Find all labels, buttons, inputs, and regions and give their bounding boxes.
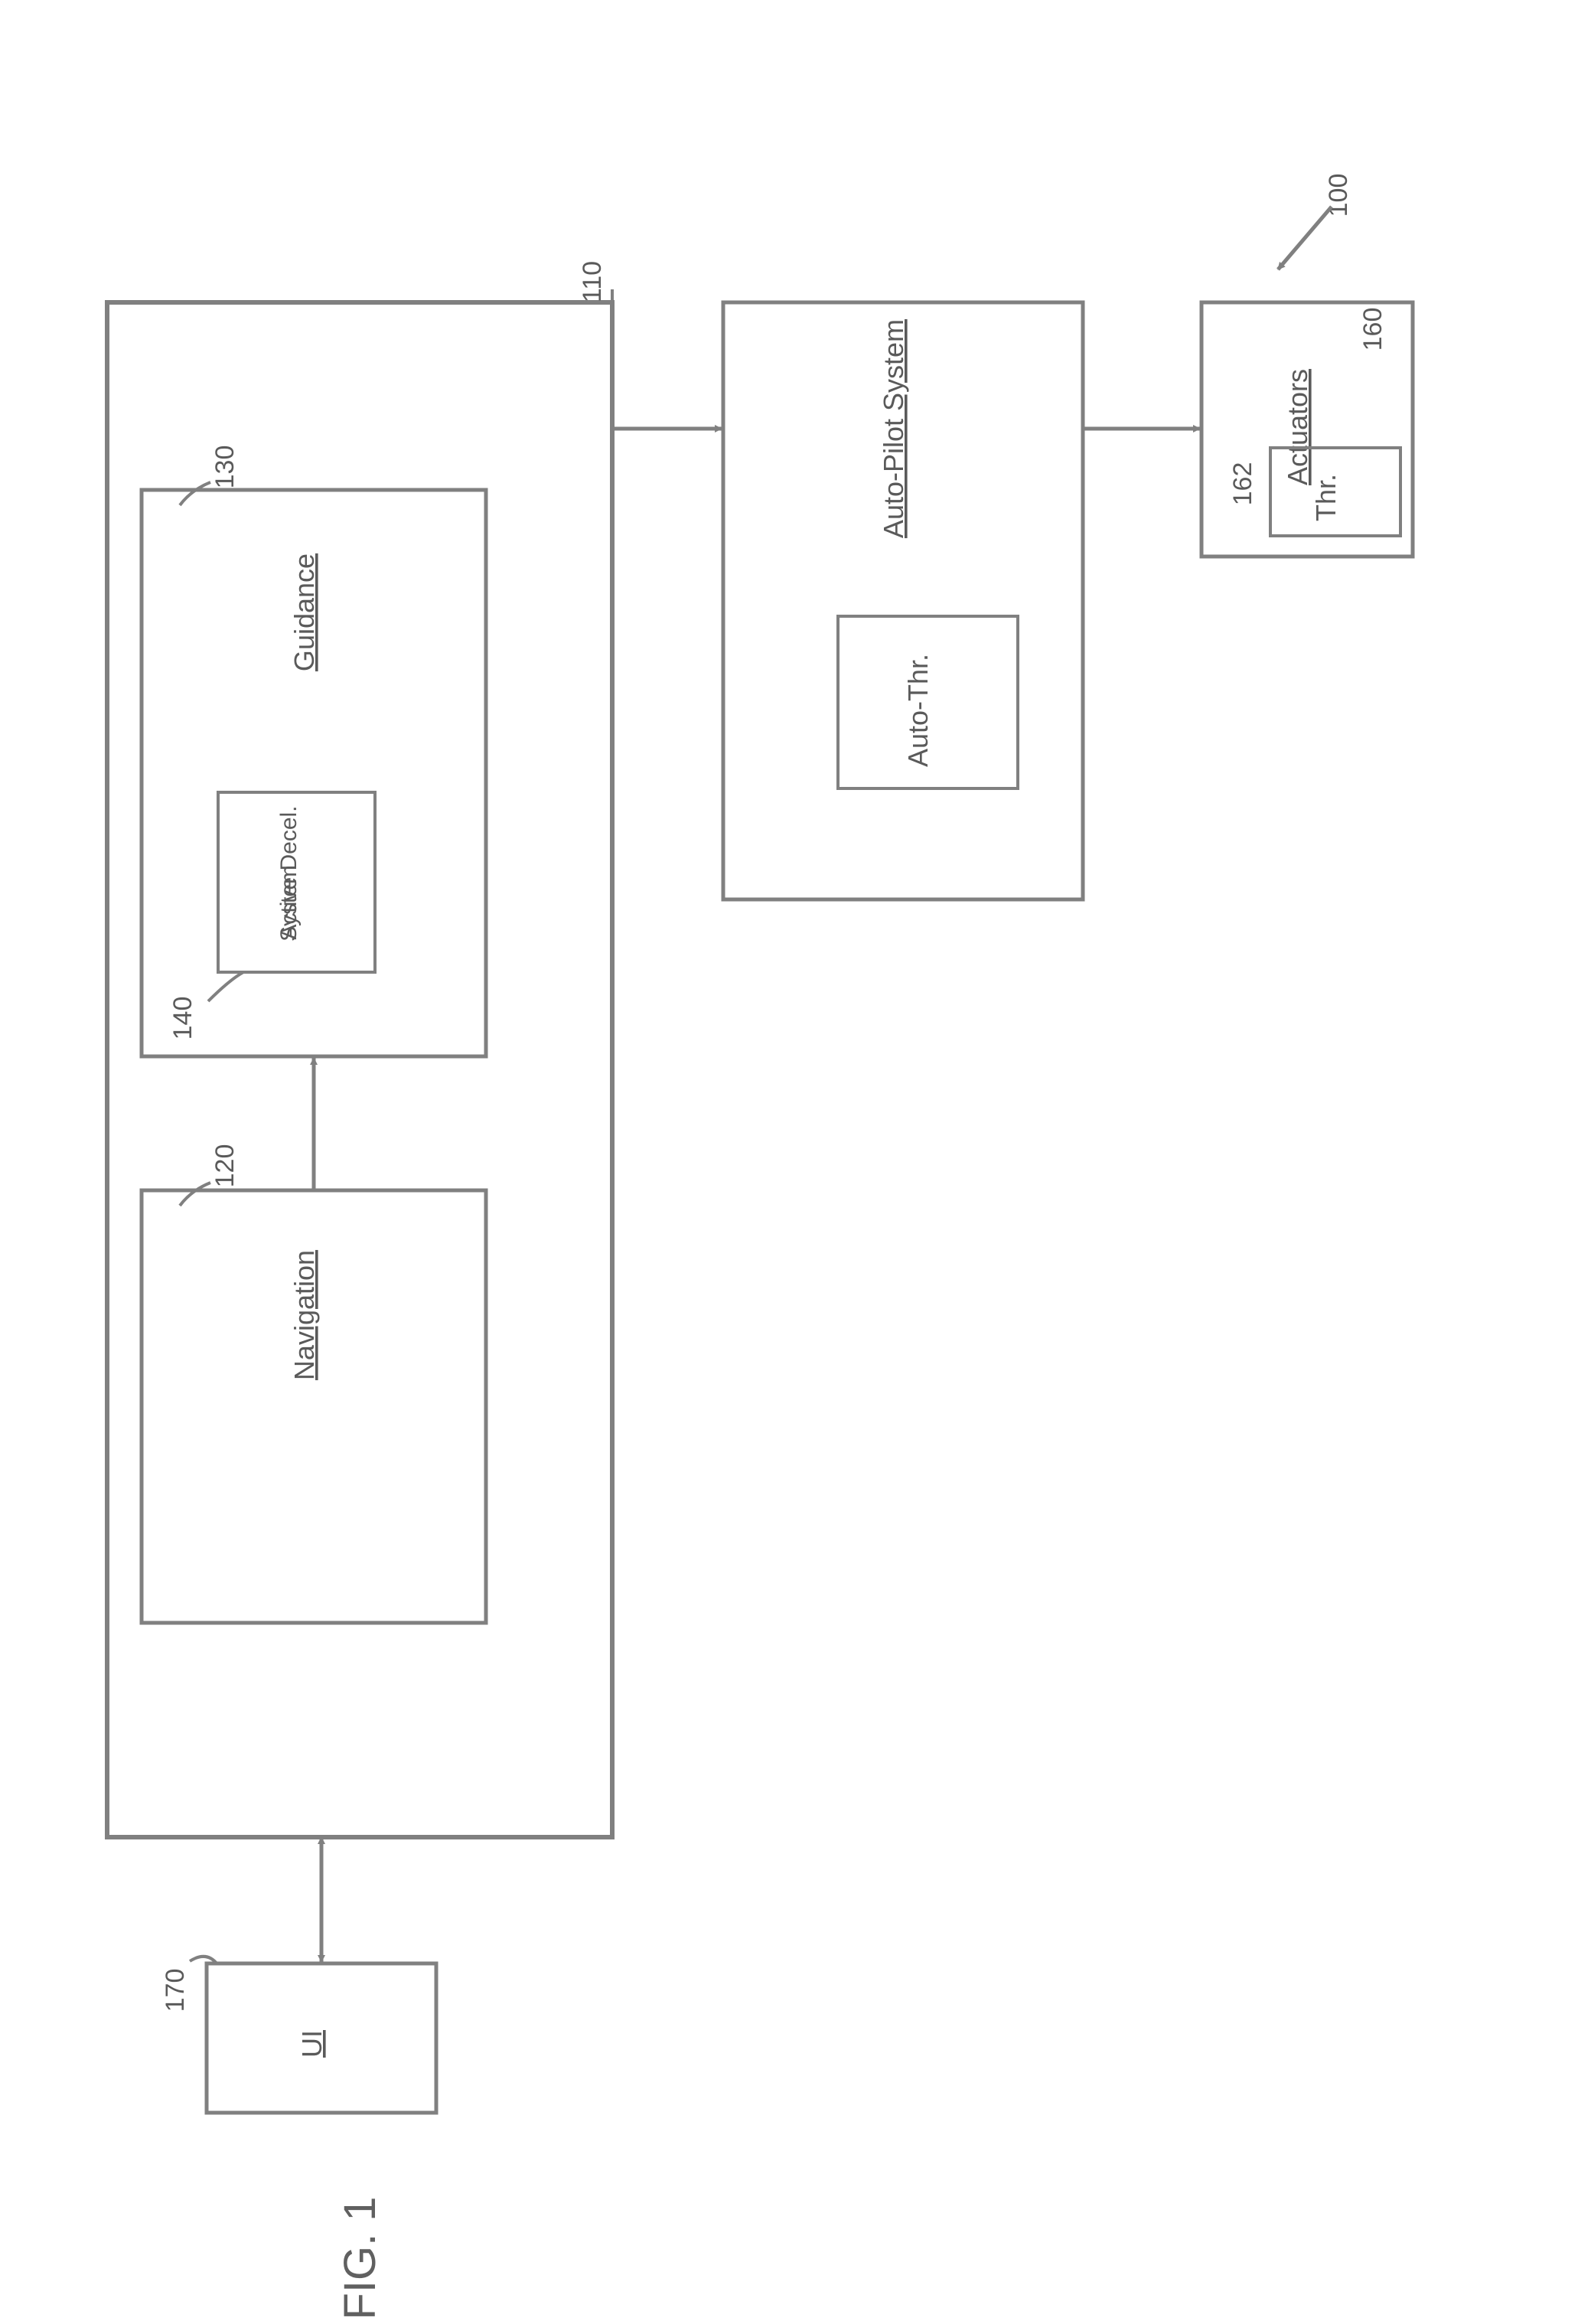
leader-140	[208, 972, 243, 1001]
ref-160: 160	[1358, 308, 1387, 351]
box-fms	[107, 302, 612, 1837]
pointer-100	[1278, 207, 1332, 269]
ref-110: 110	[578, 261, 607, 302]
label-autopilot: Auto-Pilot System	[878, 319, 909, 538]
ref-140: 140	[168, 997, 197, 1040]
leader-120	[180, 1183, 210, 1206]
label-thr: Thr.	[1310, 474, 1342, 521]
label-actuators: Actuators	[1282, 369, 1313, 485]
label-ui: UI	[296, 2030, 328, 2058]
label-autothr: Auto-Thr.	[902, 654, 934, 767]
ref-120: 120	[210, 1144, 240, 1188]
label-navigation: Navigation	[289, 1250, 320, 1380]
ref-170: 170	[161, 1969, 190, 2012]
ref-162: 162	[1228, 462, 1257, 506]
label-active-decel-2: System	[276, 865, 302, 942]
ref-130: 130	[210, 446, 240, 489]
figure-label: FIG. 1	[335, 2196, 385, 2319]
leader-130	[180, 482, 210, 505]
label-guidance: Guidance	[289, 553, 320, 671]
